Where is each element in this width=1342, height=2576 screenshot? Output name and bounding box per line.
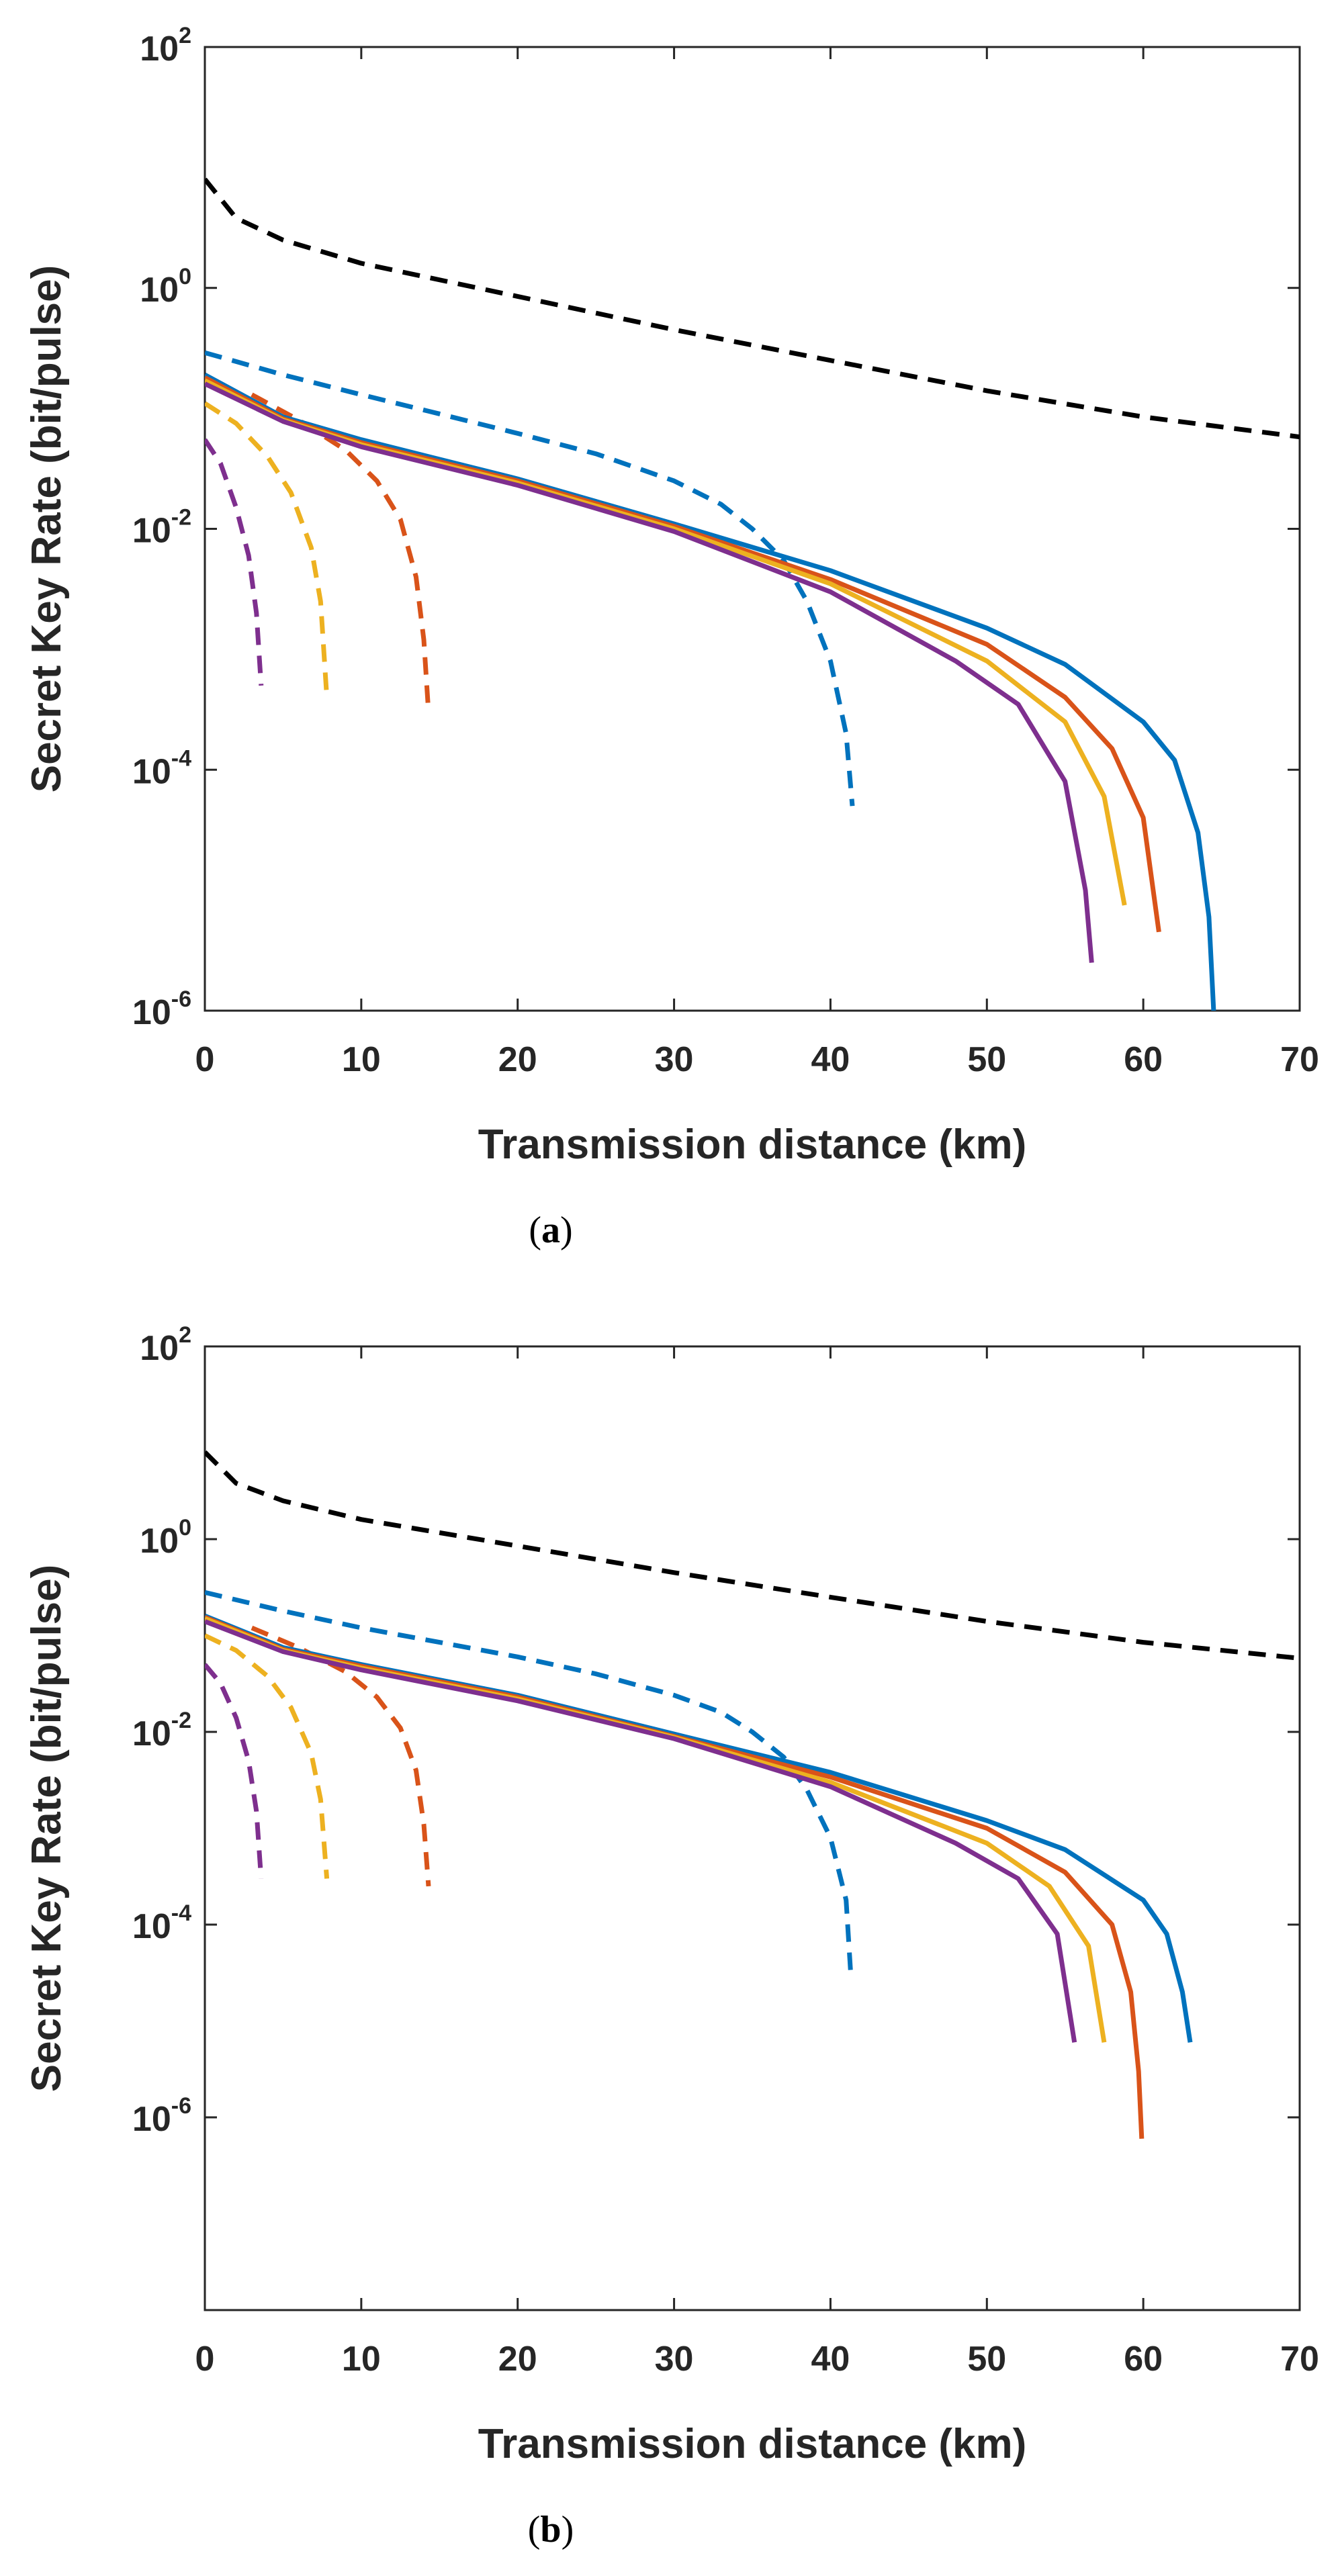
x-tick-label: 70 bbox=[1280, 1040, 1319, 1079]
series-blue-dashed bbox=[205, 350, 855, 807]
series-blue-dashed bbox=[205, 1590, 854, 1976]
y-tick-label: 102 bbox=[140, 23, 191, 68]
y-tick-label: 10-4 bbox=[132, 1900, 191, 1946]
x-tick-label: 60 bbox=[1124, 1040, 1163, 1079]
y-tick-label: 10-4 bbox=[132, 745, 191, 791]
y-tick-label: 100 bbox=[140, 264, 191, 310]
y-tick-label: 100 bbox=[140, 1515, 191, 1561]
series-purple-dashed bbox=[205, 1663, 264, 1879]
series-purple-solid bbox=[205, 1619, 1077, 2043]
series-black-dashed bbox=[205, 1450, 1300, 1661]
series-group bbox=[205, 177, 1300, 1011]
series-group bbox=[205, 1450, 1300, 2139]
x-tick-label: 60 bbox=[1124, 2340, 1163, 2379]
y-tick-label: 10-2 bbox=[132, 505, 191, 551]
x-tick-label: 0 bbox=[195, 1040, 215, 1079]
x-tick-label: 40 bbox=[811, 2340, 850, 2379]
y-tick-label: 10-6 bbox=[132, 986, 191, 1032]
x-axis-label: Transmission distance (km) bbox=[478, 2421, 1027, 2467]
y-tick-label: 10-6 bbox=[132, 2093, 191, 2139]
chart-panel-b: 0 10 20 30 40 50 60 70 102 100 10-2 10-4 10-6 Transmi… bbox=[24, 1322, 1319, 2550]
panel-caption: (a) bbox=[529, 1209, 572, 1251]
axes-box bbox=[204, 1345, 1301, 2311]
panel-caption: (b) bbox=[528, 2509, 574, 2550]
x-tick-label: 70 bbox=[1280, 2340, 1319, 2379]
x-tick-label: 0 bbox=[195, 2340, 215, 2379]
x-tick-label: 30 bbox=[655, 2340, 694, 2379]
series-yellow-dashed bbox=[205, 1633, 330, 1879]
series-black-dashed bbox=[205, 177, 1300, 440]
x-tick-label: 20 bbox=[498, 2340, 537, 2379]
series-blue-solid bbox=[205, 373, 1216, 1011]
x-tick-label: 10 bbox=[342, 2340, 381, 2379]
chart-panel-a: 0 10 20 30 40 50 60 70 102 100 10-2 10-4 10-6 Transmi… bbox=[24, 23, 1319, 1251]
series-purple-dashed bbox=[205, 438, 264, 686]
x-tick-label: 20 bbox=[498, 1040, 537, 1079]
x-tick-label: 50 bbox=[967, 2340, 1006, 2379]
x-tick-label: 40 bbox=[811, 1040, 850, 1079]
y-axis-label: Secret Key Rate (bit/pulse) bbox=[24, 1565, 70, 2092]
x-tick-label: 10 bbox=[342, 1040, 381, 1079]
x-axis-label: Transmission distance (km) bbox=[478, 1121, 1027, 1168]
x-tick-label: 50 bbox=[967, 1040, 1006, 1079]
series-purple-solid bbox=[205, 381, 1094, 963]
y-tick-label: 10-2 bbox=[132, 1708, 191, 1753]
y-tick-label: 102 bbox=[140, 1322, 191, 1368]
x-tick-label: 30 bbox=[655, 1040, 694, 1079]
y-axis-label: Secret Key Rate (bit/pulse) bbox=[24, 265, 70, 793]
series-yellow-dashed bbox=[205, 401, 330, 698]
